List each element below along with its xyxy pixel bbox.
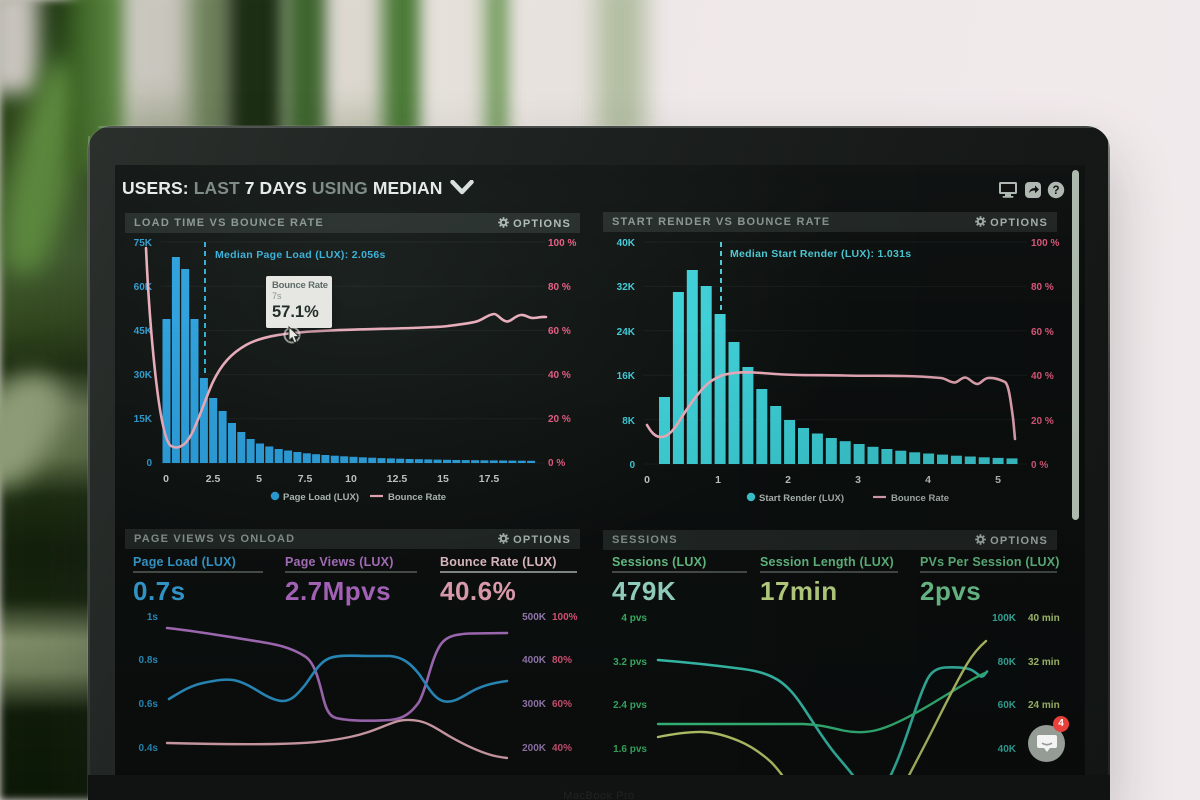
svg-text:24K: 24K <box>617 327 636 338</box>
svg-text:7.5: 7.5 <box>298 473 313 485</box>
svg-text:1: 1 <box>715 474 721 486</box>
svg-text:75K: 75K <box>134 238 153 249</box>
svg-text:80 %: 80 % <box>548 282 571 293</box>
svg-text:Median Page Load (LUX): 2.056s: Median Page Load (LUX): 2.056s <box>215 249 386 261</box>
svg-text:32 min: 32 min <box>1028 657 1060 668</box>
svg-text:45K: 45K <box>134 326 153 337</box>
svg-text:60K: 60K <box>998 700 1017 711</box>
svg-text:3: 3 <box>855 474 861 486</box>
svg-text:Bounce Rate: Bounce Rate <box>388 492 446 503</box>
svg-text:80%: 80% <box>552 655 572 666</box>
svg-text:2.5: 2.5 <box>206 473 221 485</box>
svg-text:40 %: 40 % <box>1031 371 1054 382</box>
svg-text:Bounce Rate: Bounce Rate <box>891 493 949 504</box>
svg-text:2.4 pvs: 2.4 pvs <box>613 700 647 711</box>
svg-text:16K: 16K <box>617 371 636 382</box>
svg-text:24 min: 24 min <box>1028 700 1060 711</box>
svg-text:1s: 1s <box>147 612 159 623</box>
svg-text:Page Load (LUX): Page Load (LUX) <box>283 492 359 503</box>
svg-text:15: 15 <box>437 473 449 485</box>
svg-text:0.4s: 0.4s <box>139 743 159 754</box>
svg-text:17.5: 17.5 <box>479 473 500 485</box>
svg-text:Median Start Render (LUX): 1.0: Median Start Render (LUX): 1.031s <box>730 248 911 260</box>
svg-text:4 pvs: 4 pvs <box>621 613 647 624</box>
svg-text:0: 0 <box>163 473 169 485</box>
svg-text:300K: 300K <box>522 699 547 710</box>
svg-text:0.6s: 0.6s <box>139 699 159 710</box>
svg-text:30K: 30K <box>134 370 153 381</box>
svg-text:1.6 pvs: 1.6 pvs <box>613 744 647 755</box>
svg-text:15K: 15K <box>134 414 153 425</box>
svg-text:?: ? <box>1052 185 1059 197</box>
svg-text:60 %: 60 % <box>1031 327 1054 338</box>
svg-text:0: 0 <box>146 458 152 469</box>
svg-text:4: 4 <box>925 474 931 486</box>
svg-text:80K: 80K <box>998 657 1017 668</box>
svg-text:0.8s: 0.8s <box>139 655 159 666</box>
svg-text:12.5: 12.5 <box>387 473 408 485</box>
svg-text:40K: 40K <box>617 238 636 249</box>
svg-text:0: 0 <box>629 460 635 471</box>
svg-text:40K: 40K <box>998 744 1017 755</box>
svg-text:60 %: 60 % <box>548 326 571 337</box>
svg-text:40 %: 40 % <box>548 370 571 381</box>
svg-text:40 min: 40 min <box>1028 613 1060 624</box>
svg-text:0 %: 0 % <box>1031 460 1048 471</box>
svg-text:100 %: 100 % <box>1031 238 1059 249</box>
svg-text:0 %: 0 % <box>548 458 565 469</box>
svg-text:60K: 60K <box>134 282 153 293</box>
svg-text:Start Render (LUX): Start Render (LUX) <box>759 493 844 504</box>
svg-text:20 %: 20 % <box>548 414 571 425</box>
svg-text:200K: 200K <box>522 743 547 754</box>
svg-text:8K: 8K <box>622 416 636 427</box>
svg-text:100%: 100% <box>552 612 578 623</box>
svg-text:2: 2 <box>785 474 791 486</box>
svg-text:20 %: 20 % <box>1031 416 1054 427</box>
svg-text:500K: 500K <box>522 612 547 623</box>
svg-text:32K: 32K <box>617 282 636 293</box>
svg-text:0: 0 <box>644 474 650 486</box>
svg-text:400K: 400K <box>522 655 547 666</box>
svg-text:40%: 40% <box>552 743 572 754</box>
svg-text:3.2 pvs: 3.2 pvs <box>613 657 647 668</box>
svg-text:100K: 100K <box>992 613 1017 624</box>
svg-text:100 %: 100 % <box>548 238 576 249</box>
svg-text:10: 10 <box>345 473 357 485</box>
svg-text:5: 5 <box>995 474 1001 486</box>
svg-text:80 %: 80 % <box>1031 282 1054 293</box>
svg-text:5: 5 <box>256 473 262 485</box>
svg-text:60%: 60% <box>552 699 572 710</box>
